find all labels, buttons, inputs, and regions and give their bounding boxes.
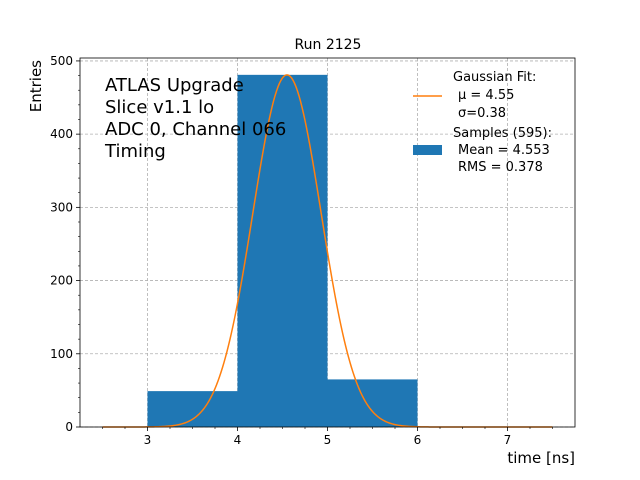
legend-fit-sigma: σ=0.38	[458, 106, 506, 121]
histogram-bar	[147, 391, 238, 427]
y-tick-label: 0	[65, 420, 73, 434]
y-tick-label: 400	[50, 127, 73, 141]
y-tick-label: 500	[50, 54, 73, 68]
legend-fit-label: Gaussian Fit:	[453, 70, 536, 85]
y-tick-label: 300	[50, 200, 73, 214]
x-axis-label: time [ns]	[507, 449, 575, 467]
legend: Gaussian Fit: μ = 4.55 σ=0.38 Samples (5…	[413, 70, 552, 175]
x-tick-label: 7	[504, 433, 512, 447]
annotation-line: Timing	[104, 141, 166, 162]
chart-title: Run 2125	[295, 37, 362, 53]
x-tick-label: 3	[144, 433, 152, 447]
x-tick-label: 4	[234, 433, 242, 447]
y-axis-label: Entries	[27, 60, 45, 112]
x-tick-label: 5	[324, 433, 332, 447]
histogram-bar	[237, 74, 328, 427]
y-tick-label: 100	[50, 347, 73, 361]
legend-hist-mean: Mean = 4.553	[458, 143, 550, 158]
axes-layer: 3 4 5 6 7 0 100 200 300 400 500	[50, 54, 576, 447]
histogram-bars	[147, 74, 418, 427]
legend-hist-label: Samples (595):	[453, 126, 552, 141]
legend-fit-mu: μ = 4.55	[458, 88, 514, 103]
annotation-line: ADC 0, Channel 066	[105, 119, 286, 140]
legend-hist-swatch	[413, 145, 442, 155]
annotation-text: ATLAS Upgrade Slice v1.1 lo ADC 0, Chann…	[104, 75, 286, 162]
x-tick-label: 6	[414, 433, 422, 447]
annotation-line: ATLAS Upgrade	[105, 75, 244, 96]
histogram-bar	[327, 379, 418, 427]
y-tick-label: 200	[50, 274, 73, 288]
legend-hist-rms: RMS = 0.378	[458, 160, 543, 175]
annotation-line: Slice v1.1 lo	[105, 97, 214, 118]
